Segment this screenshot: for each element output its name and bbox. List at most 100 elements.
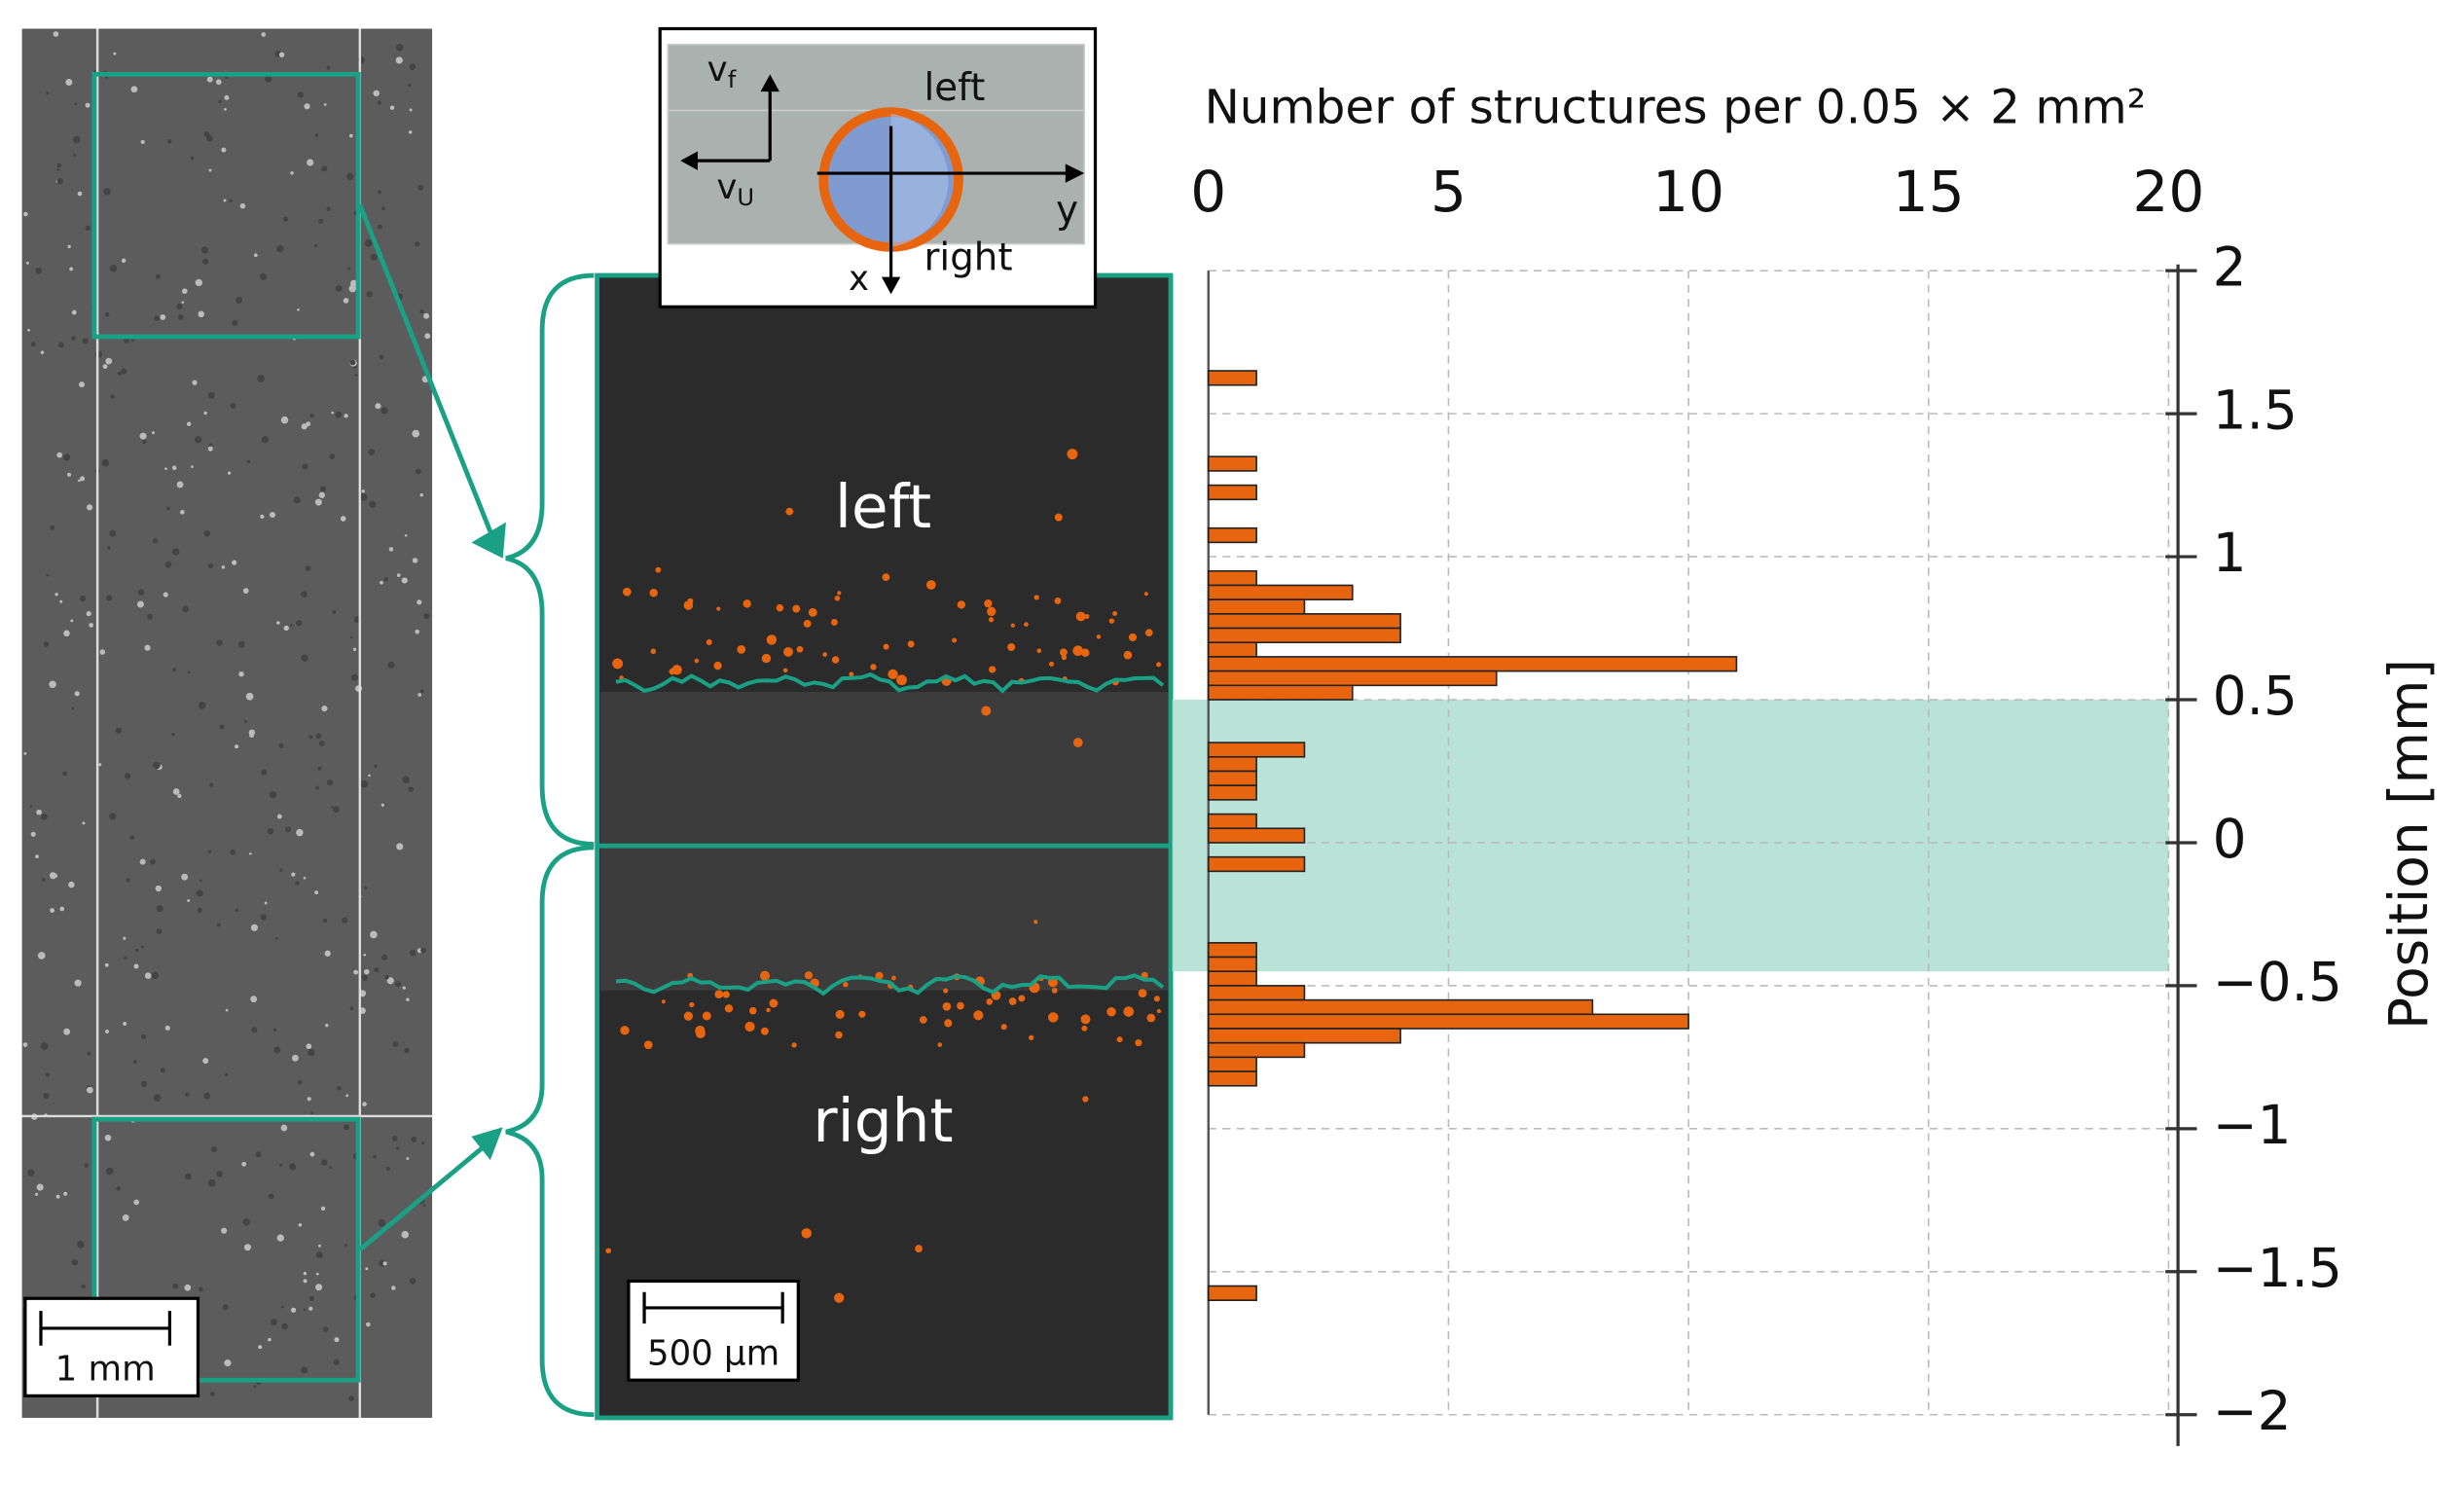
structure-dot bbox=[801, 1228, 812, 1239]
texture-dot bbox=[329, 1166, 333, 1170]
texture-dot bbox=[43, 1092, 50, 1100]
x-tick-label: 10 bbox=[1652, 159, 1724, 225]
texture-dot bbox=[365, 1267, 369, 1271]
texture-dot bbox=[185, 1092, 190, 1097]
bar bbox=[1207, 484, 1257, 501]
texture-dot bbox=[196, 889, 203, 897]
texture-dot bbox=[378, 1218, 386, 1227]
texture-dot bbox=[224, 1359, 232, 1367]
texture-dot bbox=[105, 1167, 114, 1176]
inset-label: x bbox=[849, 259, 869, 299]
texture-dot bbox=[73, 154, 76, 157]
texture-dot bbox=[406, 1157, 410, 1160]
texture-dot bbox=[86, 610, 91, 617]
texture-dot bbox=[121, 258, 127, 264]
texture-dot bbox=[191, 465, 194, 468]
texture-dot bbox=[151, 971, 159, 980]
texture-dot bbox=[181, 288, 188, 295]
texture-dot bbox=[166, 506, 170, 511]
texture-dot bbox=[235, 908, 239, 912]
texture-dot bbox=[54, 873, 58, 878]
structure-dot bbox=[782, 668, 788, 673]
texture-dot bbox=[318, 1244, 321, 1248]
texture-dot bbox=[278, 742, 284, 748]
texture-dot bbox=[181, 301, 185, 304]
texture-dot bbox=[395, 44, 404, 52]
texture-dot bbox=[152, 431, 156, 435]
structure-dot bbox=[1123, 650, 1133, 660]
structure-dot bbox=[669, 668, 676, 675]
texture-dot bbox=[273, 1046, 281, 1054]
texture-dot bbox=[144, 972, 152, 979]
structure-dot bbox=[1024, 622, 1029, 627]
texture-dot bbox=[385, 1166, 391, 1172]
texture-dot bbox=[36, 1183, 44, 1191]
texture-dot bbox=[248, 729, 256, 737]
texture-dot bbox=[243, 1244, 251, 1251]
texture-dot bbox=[349, 1006, 354, 1010]
texture-dot bbox=[317, 766, 322, 771]
structure-dot bbox=[896, 674, 907, 686]
texture-dot bbox=[54, 593, 58, 597]
texture-dot bbox=[345, 1094, 349, 1098]
texture-dot bbox=[237, 640, 245, 648]
texture-dot bbox=[309, 413, 314, 418]
structure-dot bbox=[1018, 995, 1026, 1002]
texture-dot bbox=[267, 827, 274, 835]
structure-dot bbox=[1051, 987, 1058, 994]
bar bbox=[1207, 827, 1306, 844]
texture-dot bbox=[333, 1358, 340, 1365]
bar bbox=[1207, 956, 1257, 973]
texture-dot bbox=[297, 308, 300, 311]
texture-dot bbox=[326, 206, 331, 211]
texture-dot bbox=[30, 342, 36, 347]
texture-dot bbox=[280, 416, 289, 424]
y-tick-label: −2 bbox=[2213, 1380, 2292, 1442]
texture-dot bbox=[283, 216, 289, 222]
structure-dot bbox=[766, 1007, 771, 1013]
texture-dot bbox=[216, 923, 221, 927]
structure-dot bbox=[919, 1016, 927, 1024]
texture-dot bbox=[384, 974, 389, 980]
texture-dot bbox=[352, 647, 357, 651]
texture-dot bbox=[105, 357, 113, 365]
texture-dot bbox=[35, 267, 42, 274]
texture-dot bbox=[289, 1163, 297, 1171]
bar bbox=[1207, 584, 1354, 600]
texture-dot bbox=[66, 472, 72, 477]
texture-dot bbox=[335, 411, 343, 418]
structure-dot bbox=[915, 1245, 923, 1253]
structure-dot bbox=[1146, 1013, 1156, 1023]
texture-dot bbox=[325, 1023, 329, 1028]
texture-dot bbox=[23, 211, 28, 217]
texture-dot bbox=[50, 908, 54, 913]
structure-dot bbox=[748, 1006, 757, 1015]
texture-dot bbox=[303, 1308, 307, 1312]
texture-dot bbox=[208, 168, 212, 172]
texture-dot bbox=[329, 453, 336, 459]
texture-dot bbox=[245, 692, 254, 701]
texture-dot bbox=[206, 76, 213, 83]
structure-dot bbox=[792, 604, 801, 613]
texture-dot bbox=[308, 735, 313, 740]
texture-dot bbox=[308, 1048, 315, 1057]
texture-dot bbox=[155, 885, 163, 892]
texture-dot bbox=[150, 858, 156, 865]
texture-dot bbox=[208, 443, 213, 448]
texture-dot bbox=[333, 806, 340, 814]
texture-dot bbox=[203, 529, 211, 537]
structure-dot bbox=[943, 988, 949, 994]
texture-dot bbox=[71, 336, 76, 341]
texture-dot bbox=[22, 1042, 28, 1047]
bar bbox=[1207, 613, 1401, 630]
texture-dot bbox=[276, 1234, 284, 1242]
texture-dot bbox=[377, 224, 383, 230]
texture-dot bbox=[63, 1028, 71, 1035]
structure-dot bbox=[737, 644, 746, 654]
structure-dot bbox=[1048, 1012, 1059, 1023]
texture-dot bbox=[221, 1227, 228, 1234]
texture-dot bbox=[377, 100, 381, 105]
texture-dot bbox=[315, 733, 322, 740]
texture-dot bbox=[74, 979, 82, 987]
structure-dot bbox=[849, 671, 854, 677]
